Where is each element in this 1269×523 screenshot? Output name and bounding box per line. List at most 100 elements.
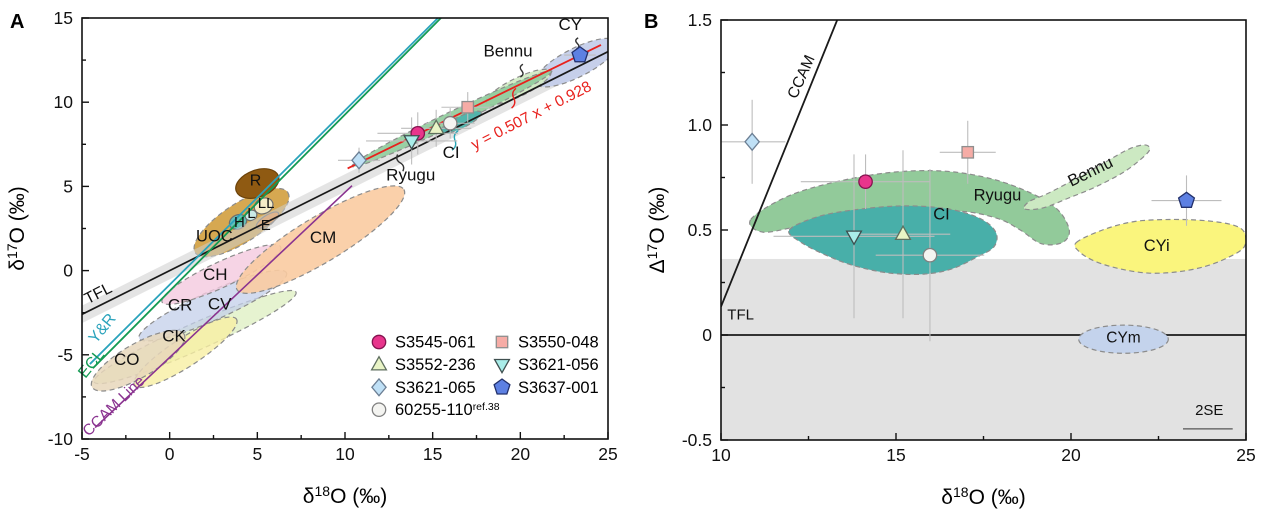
region-label-cv: CV — [208, 294, 232, 313]
legend-item-S3552-236: S3552-236 — [370, 355, 476, 374]
y-tick-label-A: -10 — [48, 429, 74, 449]
region-label-cym: CYm — [1106, 329, 1140, 346]
y-axis-title-A: δ17O (‰) — [4, 186, 29, 270]
panel-a-legend: S3545-061 S3550-048 S3552-236 S3621-056 S362… — [370, 334, 599, 419]
x-tick-label-B: 25 — [1236, 445, 1255, 465]
x-tick-label-A: 25 — [598, 444, 617, 464]
line-tfl — [82, 50, 608, 316]
region-label-uoc: UOC — [196, 228, 233, 246]
x-tick-label-B: 10 — [711, 445, 731, 465]
x-tick-label-B: 20 — [1061, 445, 1081, 465]
data-point-S3552-236-A — [427, 118, 445, 135]
region-label-cr: CR — [168, 296, 193, 315]
legend-item-S3621-056: S3621-056 — [493, 356, 599, 375]
legend-item-60255-110: 60255-110ref.38 — [371, 401, 500, 419]
legend-marker-S3621-065 — [371, 377, 387, 397]
x-tick-label-A: 20 — [511, 444, 531, 464]
line-ecl — [92, 18, 442, 369]
region-label-ck: CK — [162, 326, 186, 345]
legend-label-S3621-056: S3621-056 — [518, 356, 599, 374]
legend-label-60255-110: 60255-110ref.38 — [395, 401, 500, 419]
legend-marker-S3621-056 — [493, 358, 511, 375]
data-point-S3550-048-A — [461, 100, 475, 114]
legend-marker-S3550-048 — [495, 335, 509, 349]
region-label-ch: CH — [203, 265, 228, 284]
y-axis-title-B: Δ17O (‰) — [644, 187, 669, 274]
region-cm — [235, 185, 406, 294]
legend-label-S3552-236: S3552-236 — [395, 356, 476, 374]
data-point-S3637-001-A — [571, 45, 589, 63]
data-point-S3637-001-B — [1177, 191, 1196, 208]
region-label-h: H — [234, 214, 245, 231]
line-label-tfl-b: TFL — [727, 306, 754, 323]
x-axis-title-A: δ18O (‰) — [303, 483, 387, 508]
region-label-ryugu-b: Ryugu — [974, 187, 1022, 205]
y-tick-label-B: 0.5 — [688, 220, 712, 240]
callout-label-bennu: Bennu — [483, 41, 532, 60]
line-ccam-b — [721, 20, 839, 307]
legend-label-S3621-065: S3621-065 — [395, 379, 476, 397]
region-label-cm: CM — [310, 228, 336, 247]
axis-ticks-B — [720, 19, 1247, 441]
data-point-S3621-056-B — [845, 230, 863, 246]
data-point-S3621-056-A — [403, 135, 421, 151]
legend-marker-S3552-236 — [370, 355, 388, 371]
legend-marker-60255-110 — [371, 402, 387, 418]
region-cy-a — [534, 37, 608, 88]
x-axis-title-B: δ18O (‰) — [941, 484, 1025, 509]
plot-area-A — [82, 18, 608, 429]
region-cym — [1078, 324, 1169, 354]
scale-bar-label: 2SE — [1195, 402, 1223, 419]
region-label-cyi: CYi — [1144, 237, 1170, 255]
legend-item-S3545-061: S3545-061 — [371, 334, 476, 352]
y-tick-label-B: -0.5 — [682, 430, 712, 450]
tfl-gray-band — [721, 258, 1246, 440]
y-tick-label-B: 0 — [702, 325, 712, 345]
legend-marker-S3545-061 — [371, 334, 387, 350]
line-y-and-r — [89, 18, 439, 365]
region-bennu-b — [1023, 144, 1151, 211]
region-label-e: E — [261, 217, 271, 234]
data-point-S3552-236-B — [894, 224, 912, 241]
legend-marker-S3637-001 — [493, 378, 511, 395]
x-tick-label-A: 5 — [252, 444, 262, 464]
legend-label-S3550-048: S3550-048 — [518, 334, 599, 352]
y-tick-label-B: 1.5 — [688, 10, 712, 30]
y-tick-label-B: 1.0 — [688, 115, 713, 135]
y-tick-label-A: 0 — [63, 261, 73, 281]
region-label-ll: LL — [258, 195, 275, 212]
axis-tick-labels-B: 10 15 20 25 -0.5 0 0.5 1.0 1.5 — [682, 10, 1256, 465]
region-label-ci-b: CI — [933, 206, 950, 224]
y-tick-label-A: 10 — [54, 92, 74, 112]
region-label-l: L — [247, 205, 255, 222]
x-tick-label-A: 10 — [335, 444, 355, 464]
panel-b-letter: B — [644, 11, 658, 33]
x-tick-label-A: 0 — [165, 444, 175, 464]
y-tick-label-A: 15 — [54, 8, 73, 28]
y-tick-label-A: -5 — [57, 345, 73, 365]
region-ci-b — [788, 205, 998, 276]
callout-label-ryugu: Ryugu — [386, 166, 435, 185]
region-co — [90, 329, 186, 392]
legend-item-S3550-048: S3550-048 — [495, 334, 599, 352]
callout-label-ci: CI — [443, 143, 460, 162]
data-point-60255-110-A — [442, 115, 458, 131]
region-label-co: CO — [114, 350, 140, 369]
line-ccam-line — [94, 185, 353, 429]
panel-a-letter: A — [10, 11, 24, 33]
x-tick-label-B: 15 — [886, 445, 905, 465]
region-label-r: R — [250, 173, 262, 190]
axis-ticks-A — [81, 17, 609, 440]
line-fit — [347, 44, 602, 170]
callout-squiggle-fit-pointer — [511, 87, 517, 109]
data-point-S3550-048-B — [961, 145, 975, 159]
region-cyi — [1074, 218, 1246, 274]
legend-label-S3637-001: S3637-001 — [518, 379, 599, 397]
legend-label-S3545-061: S3545-061 — [395, 334, 476, 352]
callout-label-cy: CY — [558, 15, 582, 34]
y-tick-label-A: 5 — [63, 176, 73, 196]
